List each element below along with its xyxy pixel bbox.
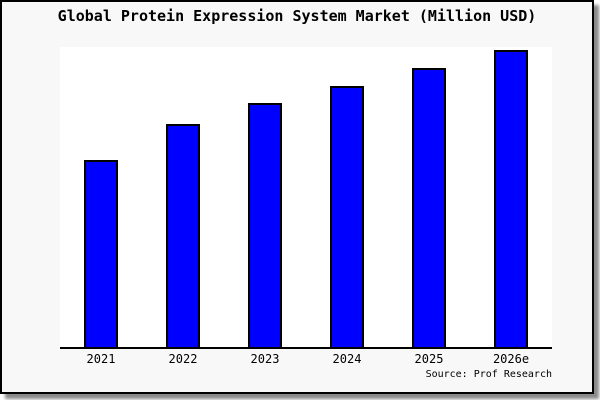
x-tick-label: 2022 [168,352,198,366]
x-tick-label: 2024 [332,352,362,366]
chart-figure: Global Protein Expression System Market … [0,0,594,394]
x-axis-labels: 2021 2022 2023 2024 2025 2026e [60,352,552,367]
bar-slot [60,47,142,347]
bar-slot [306,47,388,347]
x-tick-label: 2025 [414,352,444,366]
bar-slot [388,47,470,347]
bar-2023 [248,103,282,347]
bar-2022 [166,124,200,347]
x-tick-label: 2023 [250,352,280,366]
source-label: Source: Prof Research [425,369,552,380]
chart-title: Global Protein Expression System Market … [57,7,537,25]
plot-area [60,47,552,349]
x-tick-label: 2021 [86,352,116,366]
bar-2021 [84,159,118,347]
bar-2026e [494,49,528,347]
bar-slot [142,47,224,347]
bar-slot [470,47,552,347]
bar-2024 [330,85,364,347]
x-tick-label: 2026e [492,352,530,366]
bar-2025 [412,67,446,347]
bar-slot [224,47,306,347]
